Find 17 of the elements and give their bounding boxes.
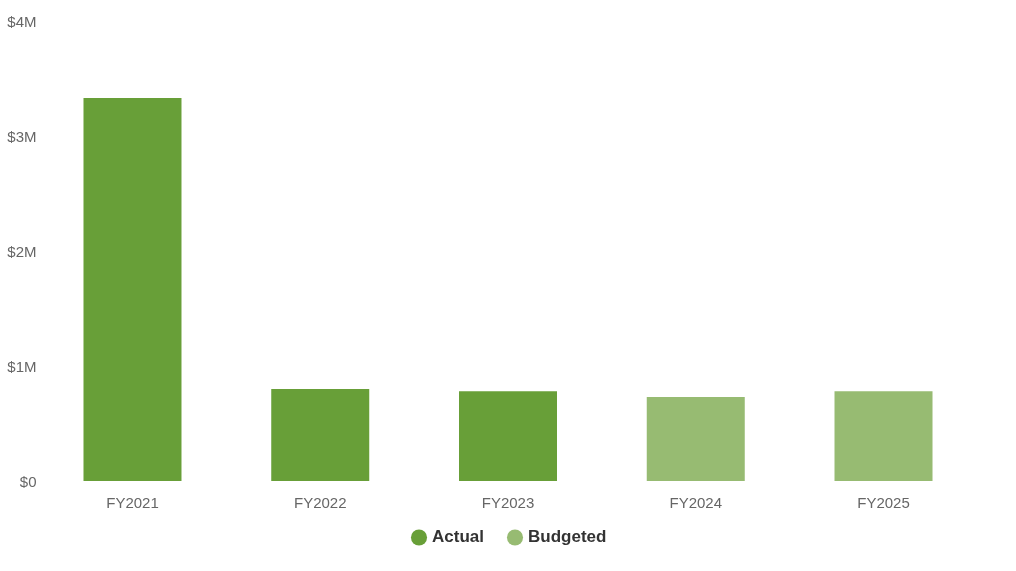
x-tick-label: FY2023 [481, 493, 535, 511]
bar [459, 391, 557, 481]
bar [271, 389, 370, 481]
bar [646, 397, 745, 481]
x-tick-label: FY2021 [106, 493, 159, 511]
x-tick-label: FY2024 [669, 493, 723, 511]
bar [834, 391, 933, 481]
y-tick-label: $3M [7, 127, 37, 145]
bar [83, 98, 182, 481]
y-tick-label: $2M [7, 242, 37, 260]
legend-label: Budgeted [528, 527, 607, 547]
legend-label: Actual [432, 527, 484, 547]
x-tick-label: FY2025 [857, 493, 910, 511]
y-tick-label: $0 [19, 472, 37, 490]
y-tick-label: $4M [7, 12, 37, 30]
x-tick-label: FY2022 [293, 493, 347, 511]
y-tick-label: $1M [7, 357, 37, 375]
